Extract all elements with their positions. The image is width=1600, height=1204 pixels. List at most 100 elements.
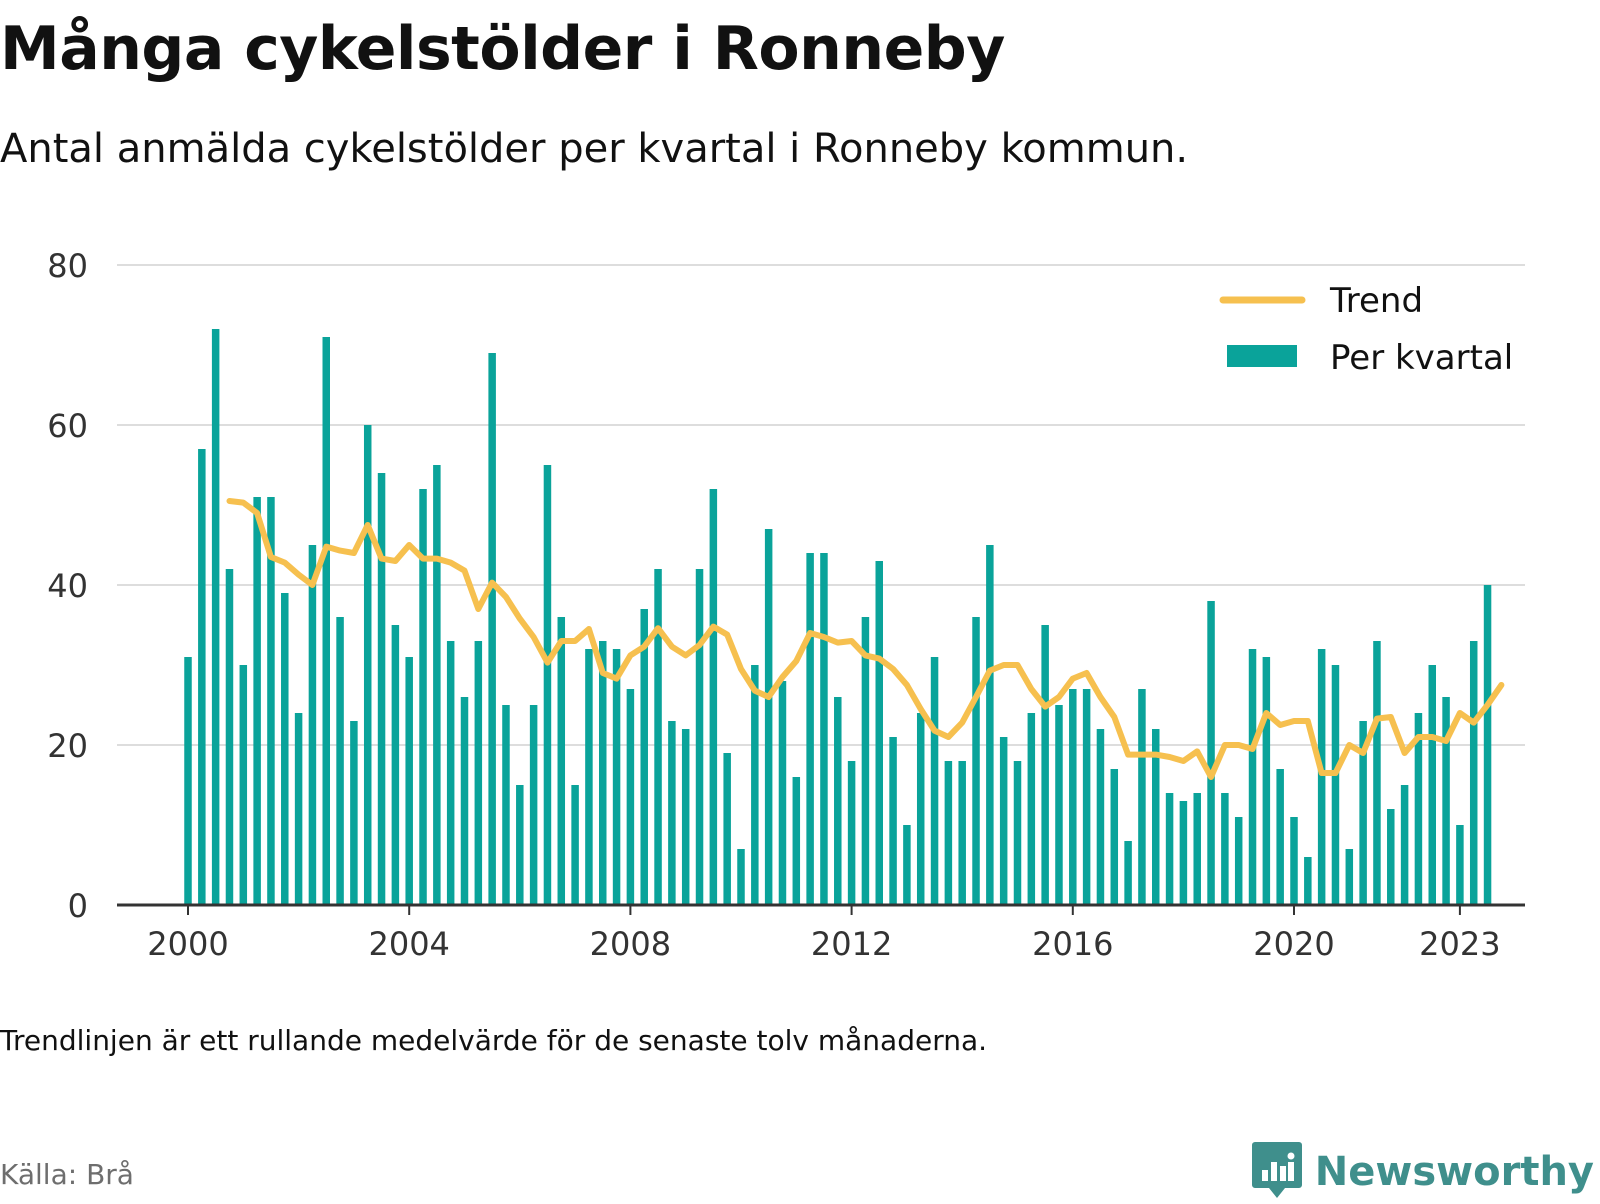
bar	[668, 721, 676, 905]
bar	[903, 825, 911, 905]
bar	[543, 465, 552, 905]
x-tick-label: 2016	[1032, 925, 1113, 960]
bar	[1290, 817, 1298, 905]
bar	[834, 697, 842, 905]
bar	[267, 497, 275, 905]
bar	[1400, 785, 1409, 905]
y-tick-label: 60	[47, 407, 88, 445]
bar	[916, 713, 925, 905]
bar	[806, 553, 814, 905]
bar	[350, 721, 358, 905]
bar-series-per-kvartal	[184, 329, 1492, 905]
brand-logo: Newsworthy	[1251, 1140, 1594, 1204]
bar	[1082, 689, 1091, 905]
x-axis: 2000 2004 2008 2012 2016 2020 2023	[117, 903, 1525, 960]
bar	[640, 609, 648, 905]
bar	[1359, 721, 1367, 905]
legend-label-trend: Trend	[1329, 281, 1423, 321]
bar	[1138, 689, 1146, 905]
x-tick-label: 2000	[147, 925, 228, 960]
bar	[1276, 769, 1284, 905]
bar	[1055, 705, 1063, 905]
bar	[1152, 729, 1160, 905]
chart-subtitle: Antal anmälda cykelstölder per kvartal i…	[0, 126, 1189, 172]
bar	[1248, 649, 1257, 905]
bar	[184, 657, 192, 905]
bar	[1124, 841, 1132, 905]
bar	[211, 329, 220, 905]
bar	[585, 649, 593, 905]
bar	[999, 737, 1008, 905]
bar	[889, 737, 897, 905]
bar	[308, 545, 317, 905]
bar	[1345, 849, 1354, 905]
x-tick-label: 2004	[368, 925, 449, 960]
bar-line-chart: 0 20 40 60 80 2000 2004 2008 2012 2016 2020 2023 T…	[47, 247, 1525, 960]
bar	[1331, 665, 1340, 905]
y-tick-label: 40	[47, 567, 88, 605]
source-label: Källa: Brå	[0, 1158, 134, 1191]
x-tick-label: 2020	[1253, 925, 1334, 960]
bar	[723, 753, 731, 905]
bar	[1442, 697, 1450, 905]
bar	[751, 665, 759, 905]
bar	[419, 489, 427, 905]
chart-title: Många cykelstölder i Ronneby	[0, 14, 1005, 84]
bar	[1041, 625, 1049, 905]
bar	[1317, 649, 1326, 905]
trend-line	[226, 498, 1505, 780]
bar	[626, 689, 635, 905]
chart-footnote: Trendlinjen är ett rullande medelvärde f…	[0, 1024, 988, 1057]
bar	[1262, 657, 1271, 905]
bar	[972, 617, 980, 905]
bar	[239, 665, 248, 905]
bar	[1456, 825, 1464, 905]
x-tick-label: 2023	[1419, 925, 1500, 960]
bar	[557, 617, 566, 905]
bar	[958, 761, 966, 905]
line-series-trend	[226, 498, 1505, 780]
bar	[433, 465, 441, 905]
bar	[1483, 585, 1492, 905]
bar	[1013, 761, 1022, 905]
bar	[930, 657, 939, 905]
bar	[1193, 793, 1201, 905]
x-tick-label: 2012	[811, 925, 892, 960]
bar	[377, 473, 386, 905]
bar	[1387, 809, 1395, 905]
bar	[474, 641, 483, 905]
bar	[363, 425, 372, 905]
bar	[709, 489, 718, 905]
bar	[1414, 713, 1423, 905]
bar	[1428, 665, 1436, 905]
bar	[681, 729, 690, 905]
bar	[516, 785, 524, 905]
newsworthy-logo-icon	[1251, 1140, 1303, 1204]
bar	[1373, 641, 1381, 905]
bar	[1207, 601, 1215, 905]
bar	[336, 617, 344, 905]
bar	[875, 561, 883, 905]
bar	[1069, 689, 1077, 905]
bar	[847, 761, 856, 905]
bar	[792, 777, 801, 905]
bar	[391, 625, 400, 905]
bar	[1165, 793, 1174, 905]
bar	[612, 649, 621, 905]
bar	[281, 593, 289, 905]
bar	[764, 529, 773, 905]
bar	[737, 849, 745, 905]
bar	[599, 641, 607, 905]
x-tick-label: 2008	[590, 925, 671, 960]
bar	[1234, 817, 1243, 905]
bar	[322, 337, 330, 905]
bar	[529, 705, 538, 905]
legend: Trend Per kvartal	[1219, 281, 1513, 378]
legend-swatch-per-kvartal	[1227, 345, 1297, 367]
bar	[502, 705, 510, 905]
bar	[253, 497, 261, 905]
bar	[944, 761, 953, 905]
bar	[225, 569, 234, 905]
legend-label-per-kvartal: Per kvartal	[1330, 338, 1513, 378]
bar	[1304, 857, 1312, 905]
